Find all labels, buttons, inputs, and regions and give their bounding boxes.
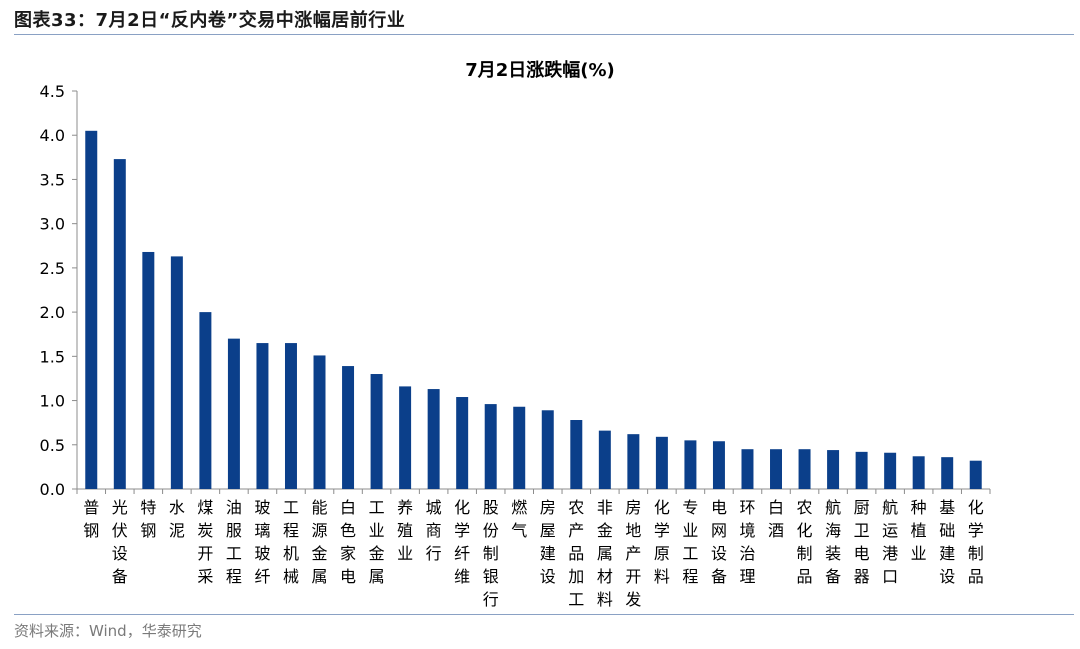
bar: [627, 434, 640, 489]
bar: [484, 404, 497, 489]
bar: [456, 397, 469, 489]
y-tick-label: 3.5: [40, 170, 65, 189]
bar: [827, 450, 840, 489]
x-tick-label: 电网设备: [711, 498, 727, 586]
x-tick-label: 房屋建设: [540, 498, 556, 586]
x-tick-label: 化学制品: [968, 498, 984, 586]
x-tick-label: 普钢: [83, 498, 99, 540]
x-tick-label: 工程机械: [283, 498, 299, 586]
x-tick-label: 非金属材料: [597, 498, 613, 609]
bar: [142, 251, 155, 489]
x-tick-label: 城商行: [426, 498, 442, 563]
x-tick-label: 玻璃玻纤: [254, 498, 270, 586]
bar: [798, 449, 811, 489]
bar: [541, 410, 554, 489]
x-tick-label: 基础建设: [939, 498, 955, 586]
x-tick-label: 股份制银行: [483, 498, 499, 609]
source-note: 资料来源：Wind，华泰研究: [14, 622, 202, 640]
y-tick-label: 3.0: [40, 215, 65, 234]
bar-chart: 7月2日涨跌幅(%) 0.0 0.5 1.0 1.5 2.0 2.5 3.0 3.5 4.0 4.…: [40, 59, 991, 609]
x-tick-label: 化学原料: [654, 498, 670, 586]
x-tick-label: 航运港口: [882, 498, 898, 586]
x-tick-label: 特钢: [140, 498, 156, 540]
x-tick-label: 种植业: [911, 498, 927, 563]
bar: [342, 366, 355, 489]
y-tick-label: 1.5: [40, 347, 65, 366]
bar: [256, 343, 269, 489]
chart-title: 7月2日涨跌幅(%): [465, 59, 615, 81]
bar: [284, 343, 297, 489]
bar: [655, 436, 668, 489]
bar: [912, 456, 925, 489]
bar: [313, 355, 326, 489]
figure-title: 图表33：7月2日“反内卷”交易中涨幅居前行业: [14, 10, 406, 31]
bars: [85, 130, 982, 490]
bar: [399, 386, 412, 489]
x-tick-label: 房地产开发: [625, 498, 641, 609]
bar: [712, 441, 725, 489]
x-tick-label: 油服工程: [226, 498, 242, 586]
x-tick-label: 光伏设备: [112, 498, 128, 586]
x-tick-label: 厨卫电器: [854, 498, 870, 586]
x-tick-label: 燃气: [511, 498, 527, 540]
bar: [855, 451, 868, 489]
x-tick-label: 工业金属: [369, 498, 385, 586]
y-tick-label: 0.0: [40, 480, 65, 499]
x-tick-label: 白酒: [768, 498, 784, 540]
x-tick-label: 水泥: [169, 498, 185, 540]
bar: [85, 130, 98, 490]
x-tick-label: 化学纤维: [454, 498, 470, 586]
bar: [598, 430, 611, 489]
y-tick-label: 4.0: [40, 126, 65, 145]
y-tick-label: 1.0: [40, 392, 65, 411]
bar: [684, 440, 697, 489]
bar: [427, 389, 440, 489]
bar: [770, 449, 782, 489]
y-tick-label: 0.5: [40, 436, 65, 455]
x-tick-label: 农化制品: [797, 498, 813, 586]
y-tick-label: 2.5: [40, 259, 65, 278]
bar: [570, 420, 583, 489]
x-tick-labels: 普钢光伏设备特钢水泥煤炭开采油服工程玻璃玻纤工程机械能源金属白色家电工业金属养殖…: [83, 498, 983, 609]
x-tick-label: 养殖业: [397, 498, 413, 563]
x-tick-label: 专业工程: [682, 498, 698, 586]
footer-divider: [14, 614, 1074, 615]
bar: [884, 452, 897, 489]
x-tick-label: 能源金属: [312, 498, 328, 586]
bar: [513, 406, 526, 489]
bar: [170, 256, 183, 489]
x-tick-label: 白色家电: [340, 498, 356, 586]
bar: [370, 374, 383, 489]
x-tick-label: 煤炭开采: [197, 498, 213, 586]
bar: [227, 338, 240, 489]
y-tick-label: 2.0: [40, 303, 65, 322]
y-tick-label: 4.5: [40, 82, 65, 101]
x-tick-label: 航海装备: [825, 498, 841, 586]
bar: [199, 312, 212, 489]
bar: [741, 449, 754, 489]
bar: [969, 460, 982, 489]
bar: [941, 457, 954, 489]
x-tick-label: 环境治理: [739, 498, 755, 586]
x-tick-label: 农产品加工: [568, 498, 584, 609]
bar: [113, 159, 126, 489]
header-divider: [14, 34, 1074, 35]
